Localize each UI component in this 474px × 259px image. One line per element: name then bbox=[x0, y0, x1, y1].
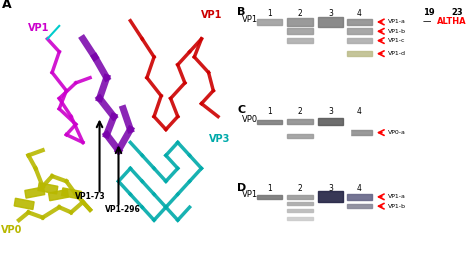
Bar bbox=[25, 187, 45, 198]
Text: VP0: VP0 bbox=[242, 115, 258, 124]
Text: VP1: VP1 bbox=[201, 10, 223, 20]
Bar bbox=[347, 131, 372, 135]
Text: D: D bbox=[237, 183, 246, 193]
Text: ALTHA: ALTHA bbox=[437, 17, 466, 26]
Bar bbox=[347, 204, 372, 208]
Bar bbox=[318, 118, 343, 125]
Bar bbox=[257, 120, 282, 124]
Bar bbox=[287, 209, 313, 212]
Bar bbox=[287, 202, 313, 205]
Text: 4: 4 bbox=[357, 184, 362, 193]
Bar bbox=[287, 18, 313, 26]
Text: VP0-a: VP0-a bbox=[388, 130, 406, 135]
Text: 19: 19 bbox=[423, 8, 435, 17]
Bar bbox=[347, 51, 372, 56]
Text: C: C bbox=[237, 105, 245, 115]
Text: 1: 1 bbox=[267, 106, 272, 116]
Bar bbox=[347, 194, 372, 199]
Text: VP1-c: VP1-c bbox=[388, 38, 406, 43]
Text: VP1-a: VP1-a bbox=[388, 194, 406, 199]
Bar bbox=[48, 190, 68, 201]
Text: VP1: VP1 bbox=[28, 23, 50, 33]
Text: 2: 2 bbox=[298, 106, 302, 116]
Bar bbox=[62, 188, 82, 199]
Text: VP1-b: VP1-b bbox=[388, 29, 406, 34]
Bar bbox=[318, 17, 343, 27]
Bar bbox=[287, 119, 313, 124]
Text: VP1-d: VP1-d bbox=[388, 51, 406, 56]
Text: VP1-b: VP1-b bbox=[388, 204, 406, 209]
Text: A: A bbox=[2, 0, 12, 11]
Bar bbox=[318, 191, 343, 202]
Bar bbox=[257, 195, 282, 199]
Bar bbox=[257, 19, 282, 25]
Bar bbox=[287, 195, 313, 199]
Bar bbox=[347, 38, 372, 44]
Text: 3: 3 bbox=[328, 9, 333, 18]
Bar bbox=[345, 104, 350, 176]
Text: 4: 4 bbox=[357, 106, 362, 116]
Text: 23: 23 bbox=[451, 8, 463, 17]
Text: VP1-296: VP1-296 bbox=[105, 205, 141, 214]
Text: —: — bbox=[423, 17, 431, 26]
Bar bbox=[287, 134, 313, 138]
Text: B: B bbox=[237, 7, 246, 17]
Bar bbox=[347, 19, 372, 25]
Bar bbox=[14, 198, 34, 210]
Text: VP0: VP0 bbox=[1, 225, 23, 235]
Text: 2: 2 bbox=[298, 184, 302, 193]
Text: VP1: VP1 bbox=[242, 15, 258, 24]
Text: 1: 1 bbox=[267, 184, 272, 193]
Text: VP1: VP1 bbox=[242, 190, 258, 199]
Text: VP3: VP3 bbox=[209, 134, 230, 145]
Text: 3: 3 bbox=[328, 106, 333, 116]
Text: 2: 2 bbox=[298, 9, 302, 18]
Bar bbox=[287, 38, 313, 43]
Text: 4: 4 bbox=[357, 9, 362, 18]
Bar bbox=[38, 183, 58, 194]
Bar bbox=[287, 28, 313, 34]
Text: VP1-73: VP1-73 bbox=[75, 192, 105, 202]
Text: 3: 3 bbox=[328, 184, 333, 193]
Text: 1: 1 bbox=[267, 9, 272, 18]
Bar bbox=[287, 217, 313, 220]
Text: VP1-a: VP1-a bbox=[388, 19, 406, 24]
Bar bbox=[347, 28, 372, 34]
